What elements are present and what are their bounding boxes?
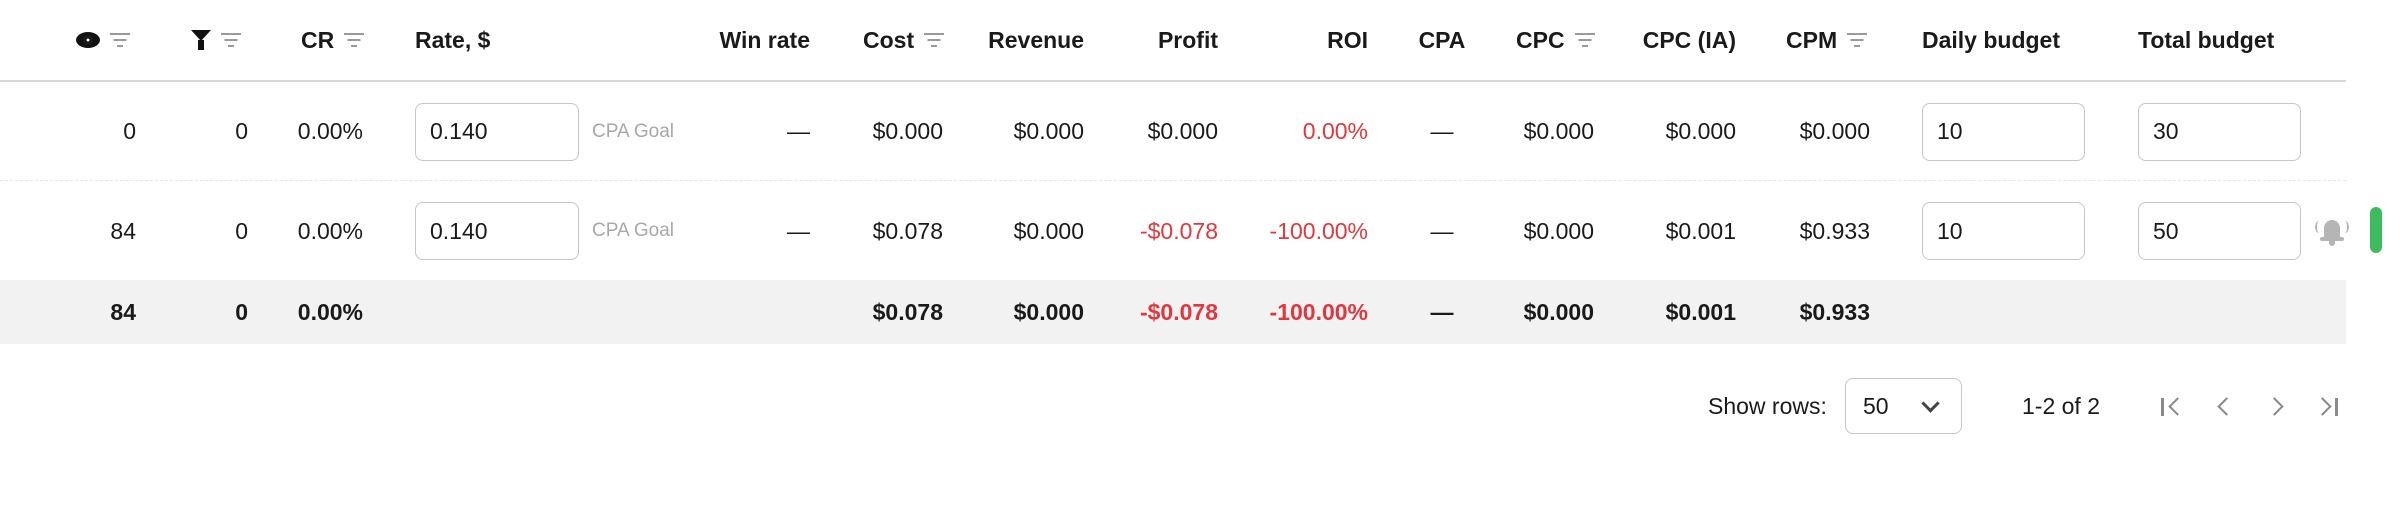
rows-per-page-select[interactable]: 50 bbox=[1845, 378, 1962, 434]
col-cpc-ia-label: CPC (IA) bbox=[1642, 26, 1736, 53]
col-impressions[interactable] bbox=[76, 0, 136, 80]
rate-input[interactable] bbox=[415, 102, 579, 161]
filter-icon[interactable] bbox=[924, 33, 945, 47]
daily-budget-input[interactable] bbox=[1922, 102, 2085, 161]
col-daily-budget[interactable]: Daily budget bbox=[1922, 0, 2092, 80]
filter-icon[interactable] bbox=[1847, 33, 1868, 47]
col-conversions[interactable] bbox=[191, 0, 251, 80]
filter-icon[interactable] bbox=[221, 33, 241, 47]
cpc-value: $0.000 bbox=[1523, 118, 1594, 144]
campaign-stats-table: CR Rate, $ Win rate Cost Revenue Profit … bbox=[0, 0, 2349, 344]
cpm-value: $0.000 bbox=[1799, 118, 1870, 144]
col-revenue-label: Revenue bbox=[988, 26, 1084, 53]
total-conversions: 0 bbox=[235, 298, 248, 325]
totals-row: 84 0 0.00% $0.078 $0.000 -$0.078 -100.00… bbox=[0, 280, 2346, 344]
cost-value: $0.078 bbox=[872, 217, 943, 244]
col-cr[interactable]: CR bbox=[301, 0, 381, 80]
col-cpc-label: CPC bbox=[1516, 26, 1565, 53]
cpa-value: — bbox=[1430, 217, 1454, 244]
total-budget-input[interactable] bbox=[2138, 202, 2301, 260]
col-cost-label: Cost bbox=[863, 26, 915, 53]
conversions-value: 0 bbox=[235, 217, 248, 244]
first-page-icon[interactable] bbox=[2157, 392, 2187, 422]
col-profit[interactable]: Profit bbox=[1118, 0, 1218, 80]
col-cpa-label: CPA bbox=[1418, 26, 1466, 53]
rows-per-page-value: 50 bbox=[1863, 392, 1889, 419]
total-cpc-ia: $0.001 bbox=[1665, 298, 1736, 325]
filter-icon[interactable] bbox=[1574, 33, 1595, 47]
total-cr: 0.00% bbox=[297, 298, 363, 325]
cpc-ia-value: $0.001 bbox=[1665, 217, 1736, 244]
daily-budget-input[interactable] bbox=[1922, 202, 2085, 260]
col-rate-label: Rate, $ bbox=[415, 26, 491, 53]
col-cost[interactable]: Cost bbox=[863, 0, 963, 80]
table-row: 0 0 0.00% CPA Goal — $0.000 $0.000 $0.00… bbox=[0, 83, 2346, 181]
col-cpc-ia[interactable]: CPC (IA) bbox=[1614, 0, 1736, 80]
profit-value: $0.000 bbox=[1147, 118, 1218, 144]
total-revenue: $0.000 bbox=[1013, 298, 1084, 325]
bell-icon[interactable] bbox=[2315, 217, 2349, 247]
col-roi[interactable]: ROI bbox=[1268, 0, 1368, 80]
filter-icon[interactable] bbox=[344, 33, 365, 47]
cost-value: $0.000 bbox=[872, 118, 943, 144]
total-profit: -$0.078 bbox=[1139, 298, 1218, 325]
col-win-rate-label: Win rate bbox=[719, 26, 810, 53]
cpa-value: — bbox=[1430, 118, 1454, 144]
col-profit-label: Profit bbox=[1157, 26, 1218, 53]
total-budget-input[interactable] bbox=[2138, 102, 2301, 161]
total-impressions: 84 bbox=[110, 298, 136, 325]
conversions-value: 0 bbox=[235, 118, 248, 144]
total-cpa: — bbox=[1430, 298, 1454, 325]
eye-icon bbox=[76, 32, 100, 48]
rate-hint: CPA Goal bbox=[592, 120, 675, 142]
cr-value: 0.00% bbox=[297, 217, 363, 244]
roi-value: 0.00% bbox=[1302, 118, 1368, 144]
cpm-value: $0.933 bbox=[1799, 217, 1870, 244]
col-cpm-label: CPM bbox=[1786, 26, 1838, 53]
impressions-value: 0 bbox=[123, 118, 136, 144]
col-cr-label: CR bbox=[301, 26, 335, 53]
impressions-value: 84 bbox=[110, 217, 136, 244]
chevron-down-icon bbox=[1921, 394, 1940, 413]
roi-value: -100.00% bbox=[1269, 217, 1368, 244]
total-cpm: $0.933 bbox=[1799, 298, 1870, 325]
vertical-scrollbar[interactable] bbox=[2370, 207, 2382, 253]
last-page-icon[interactable] bbox=[2313, 392, 2343, 422]
cr-value: 0.00% bbox=[297, 118, 363, 144]
profit-value: -$0.078 bbox=[1139, 217, 1218, 244]
total-roi: -100.00% bbox=[1269, 298, 1368, 325]
col-cpm[interactable]: CPM bbox=[1786, 0, 1886, 80]
rate-hint: CPA Goal bbox=[592, 220, 675, 241]
show-rows-label: Show rows: bbox=[1708, 392, 1827, 419]
col-cpc[interactable]: CPC bbox=[1516, 0, 1616, 80]
next-page-icon[interactable] bbox=[2262, 392, 2292, 422]
win-rate-value: — bbox=[787, 217, 810, 244]
col-cpa[interactable]: CPA bbox=[1402, 0, 1482, 80]
filter-icon[interactable] bbox=[110, 33, 130, 47]
col-win-rate[interactable]: Win rate bbox=[680, 0, 810, 80]
revenue-value: $0.000 bbox=[1013, 118, 1084, 144]
col-total-budget[interactable]: Total budget bbox=[2138, 0, 2308, 80]
prev-page-icon[interactable] bbox=[2210, 392, 2240, 422]
win-rate-value: — bbox=[787, 118, 810, 144]
page-range: 1-2 of 2 bbox=[2022, 392, 2100, 419]
revenue-value: $0.000 bbox=[1013, 217, 1084, 244]
col-total-budget-label: Total budget bbox=[2138, 26, 2275, 53]
cpc-ia-value: $0.000 bbox=[1665, 118, 1736, 144]
col-daily-budget-label: Daily budget bbox=[1922, 26, 2061, 53]
total-cost: $0.078 bbox=[872, 298, 943, 325]
rate-input[interactable] bbox=[415, 202, 579, 260]
col-revenue[interactable]: Revenue bbox=[964, 0, 1084, 80]
cpc-value: $0.000 bbox=[1523, 217, 1594, 244]
table-header: CR Rate, $ Win rate Cost Revenue Profit … bbox=[0, 0, 2346, 82]
table-row: 84 0 0.00% CPA Goal — $0.078 $0.000 -$0.… bbox=[0, 182, 2349, 280]
col-roi-label: ROI bbox=[1327, 26, 1368, 53]
total-cpc: $0.000 bbox=[1523, 298, 1594, 325]
funnel-icon bbox=[191, 30, 211, 50]
col-rate[interactable]: Rate, $ bbox=[415, 0, 555, 80]
